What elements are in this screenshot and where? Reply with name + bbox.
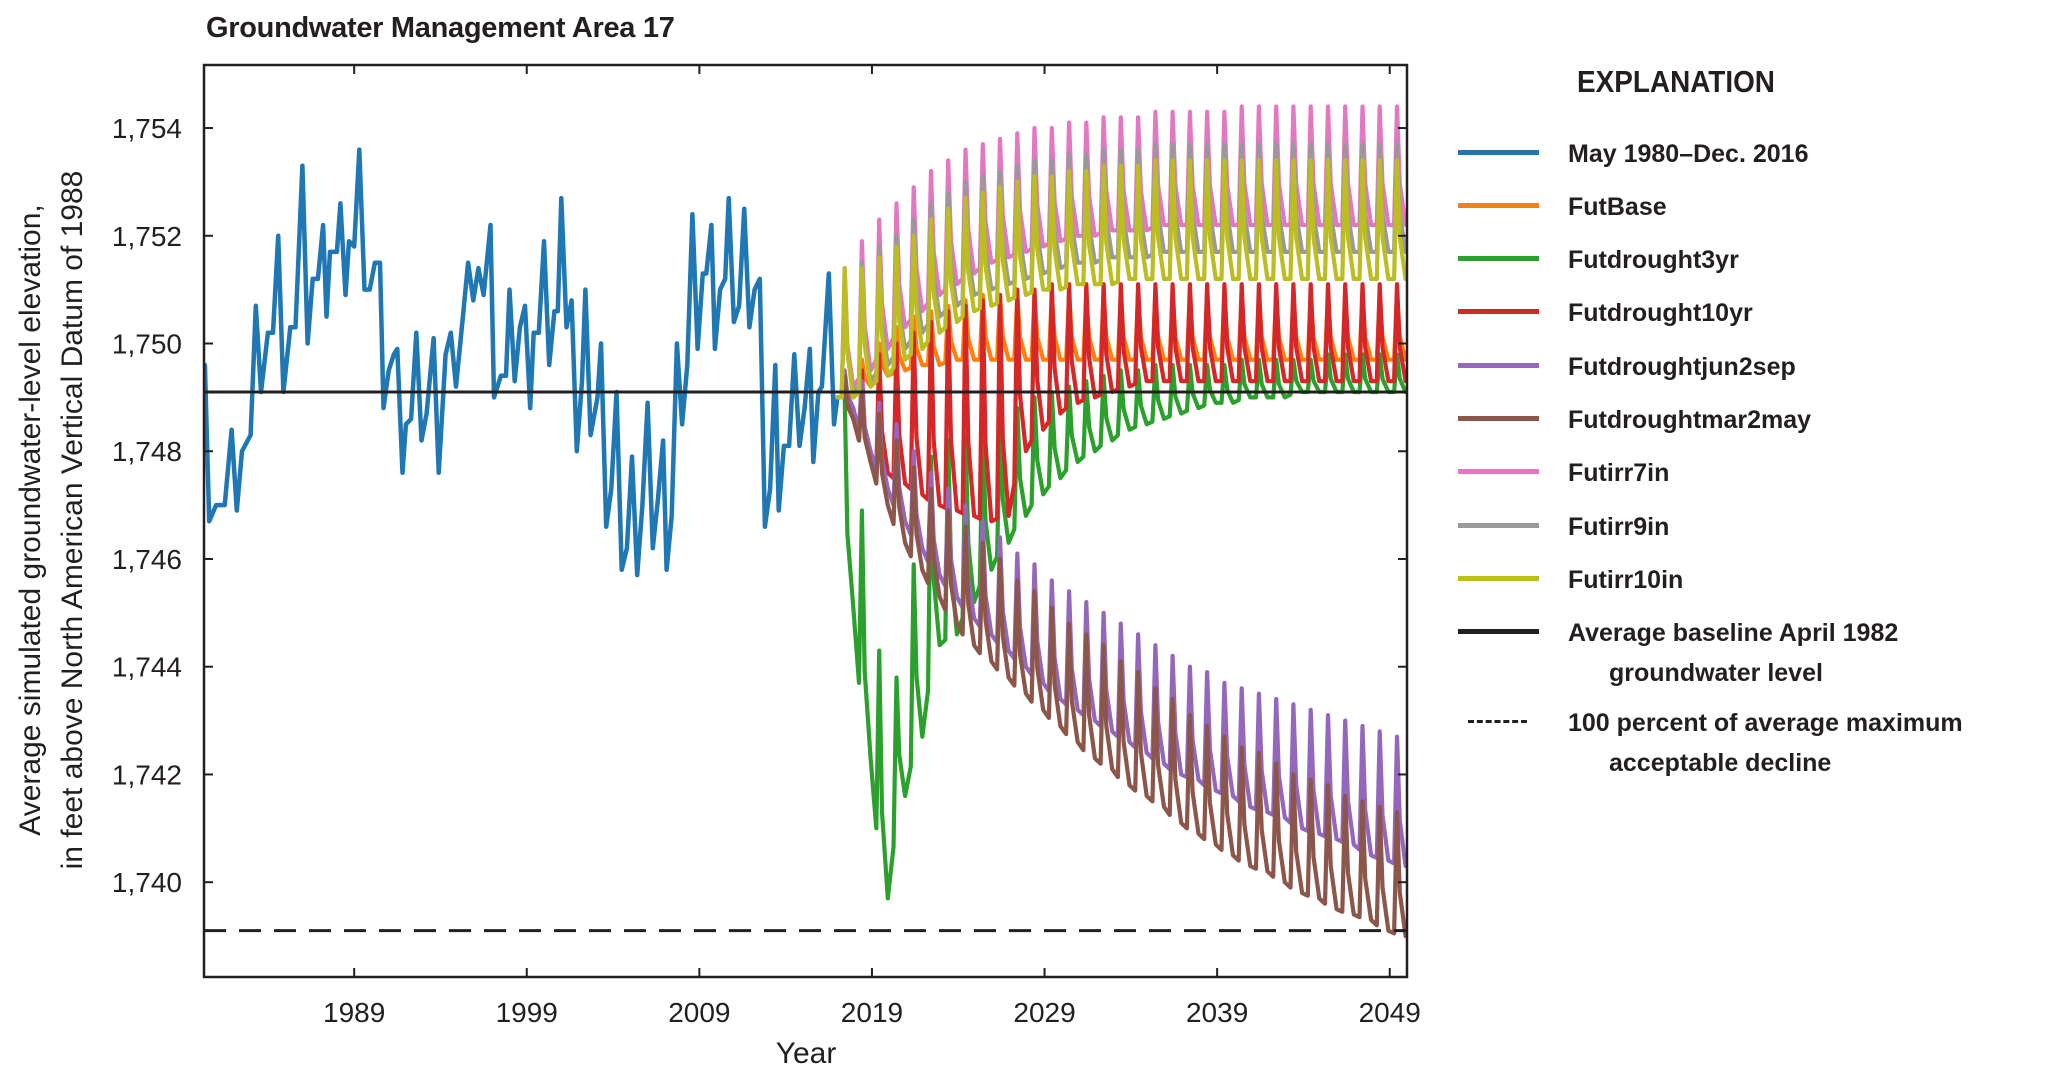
y-axis-label: Average simulated groundwater-level elev… — [10, 171, 94, 870]
legend-swatch — [1458, 150, 1539, 155]
legend-label: Average baseline April 1982 groundwater l… — [1568, 613, 1898, 693]
series-line-futdrought10yr — [835, 282, 1407, 524]
legend-item: May 1980–Dec. 2016 — [1450, 132, 2050, 172]
legend-label-line: Futdrought3yr — [1568, 246, 1739, 274]
legend-item: Average baseline April 1982 groundwater l… — [1450, 611, 2050, 687]
y-tick-label: 1,746 — [112, 544, 182, 575]
y-tick-label: 1,754 — [112, 113, 182, 144]
y-tick-label: 1,740 — [112, 867, 182, 898]
x-tick-label: 2049 — [1359, 997, 1421, 1028]
x-tick-label: 2029 — [1013, 997, 1075, 1028]
series-line-futirr9in — [835, 142, 1407, 400]
y-tick-label: 1,744 — [112, 652, 182, 683]
series-line-futdroughtmar2may — [835, 373, 1407, 939]
legend-label: Futdroughtjun2sep — [1568, 347, 1796, 387]
legend-label-line: Futirr10in — [1568, 566, 1684, 594]
legend-label: Futirr7in — [1568, 453, 1669, 493]
legend-title: EXPLANATION — [1577, 64, 1775, 99]
legend-swatch — [1458, 309, 1539, 314]
legend-label-line: FutBase — [1568, 193, 1667, 221]
legend-label-line: Futdrought10yr — [1568, 299, 1753, 327]
y-axis-label-line-2: in feet above North American Vertical Da… — [56, 170, 89, 870]
legend-swatch — [1458, 416, 1539, 421]
x-axis-label: Year — [775, 1037, 837, 1070]
legend-label-line: 100 percent of average maximum — [1568, 709, 1963, 737]
legend-swatch — [1458, 203, 1539, 208]
legend-swatch — [1458, 576, 1539, 581]
legend-label-line: Average baseline April 1982 — [1568, 619, 1899, 647]
series-line-futirr10in — [835, 158, 1407, 400]
x-tick-label: 2009 — [668, 997, 730, 1028]
legend-label: Futdroughtmar2may — [1568, 400, 1811, 440]
legend-swatch — [1458, 523, 1539, 528]
legend-item: Futdroughtjun2sep — [1450, 345, 2050, 385]
legend-swatch — [1468, 720, 1527, 723]
legend-label: Futdrought10yr — [1568, 293, 1753, 333]
chart-title: Groundwater Management Area 17 — [206, 12, 675, 44]
legend-label-line: Futirr9in — [1568, 513, 1670, 541]
y-axis-label-line-1: Average simulated groundwater-level elev… — [14, 204, 47, 836]
legend-item: Futirr9in — [1450, 505, 2050, 545]
legend-item: Futdroughtmar2may — [1450, 398, 2050, 438]
x-tick-label: 1999 — [496, 997, 558, 1028]
legend-item: 100 percent of average maximum acceptable… — [1450, 701, 2050, 777]
plot-area — [204, 104, 1407, 939]
legend-label-line: May 1980–Dec. 2016 — [1568, 140, 1809, 168]
legend-item: Futdrought3yr — [1450, 238, 2050, 278]
legend-item: FutBase — [1450, 185, 2050, 225]
legend-swatch — [1458, 629, 1539, 634]
legend-swatch — [1458, 363, 1539, 368]
legend-label: FutBase — [1568, 187, 1667, 227]
x-tick-label: 1989 — [323, 997, 385, 1028]
legend-label: Futirr9in — [1568, 507, 1669, 547]
legend-item: Futirr7in — [1450, 451, 2050, 491]
x-tick-label: 2039 — [1186, 997, 1248, 1028]
series-line-futdrought3yr — [835, 352, 1407, 901]
legend-swatch — [1458, 256, 1539, 261]
series-line-futirr7in — [835, 104, 1407, 400]
legend-label-line: acceptable decline — [1609, 749, 1832, 777]
legend-label: Futirr10in — [1568, 560, 1683, 600]
y-tick-label: 1,748 — [112, 436, 182, 467]
legend-swatch — [1458, 469, 1539, 474]
legend-label-line: Futdroughtmar2may — [1568, 406, 1812, 434]
legend-item: Futdrought10yr — [1450, 291, 2050, 331]
legend-label: 100 percent of average maximum acceptable… — [1568, 703, 1963, 783]
legend-label-line: groundwater level — [1609, 659, 1823, 687]
legend-label: Futdrought3yr — [1568, 240, 1739, 280]
legend-label: May 1980–Dec. 2016 — [1568, 134, 1808, 174]
plot-frame — [202, 63, 1409, 979]
series-line-historical — [204, 147, 840, 578]
y-tick-label: 1,742 — [112, 759, 182, 790]
x-tick-label: 2019 — [841, 997, 903, 1028]
series-line-futdroughtjun2sep — [835, 368, 1407, 869]
legend-label-line: Futdroughtjun2sep — [1568, 353, 1796, 381]
y-tick-label: 1,752 — [112, 221, 182, 252]
legend-label-line: Futirr7in — [1568, 459, 1670, 487]
legend-item: Futirr10in — [1450, 558, 2050, 598]
y-tick-label: 1,750 — [112, 329, 182, 360]
